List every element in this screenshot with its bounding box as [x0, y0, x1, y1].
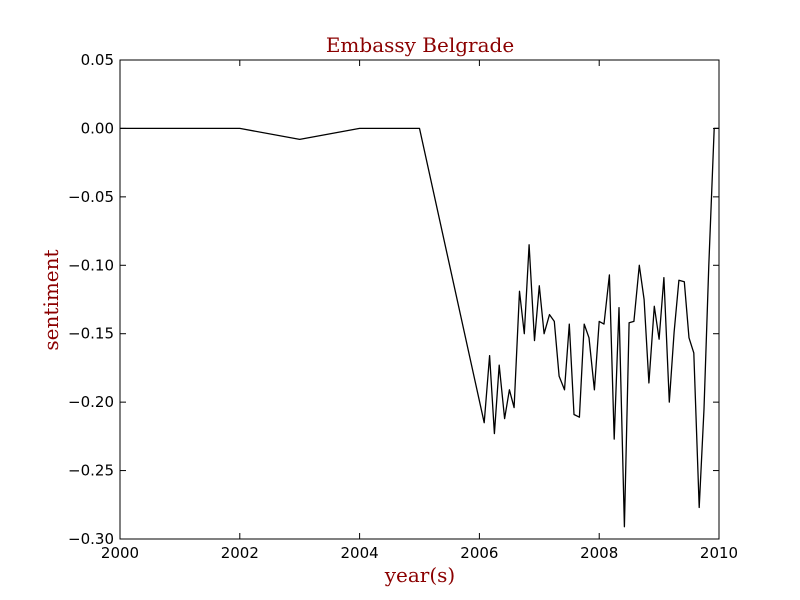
- y-tick-label: −0.25: [68, 462, 114, 480]
- y-tick-label: −0.05: [68, 188, 114, 206]
- y-tick-label: −0.30: [68, 530, 114, 548]
- x-tick-label: 2004: [341, 544, 379, 562]
- x-tick-label: 2006: [460, 544, 498, 562]
- plot-area: [120, 60, 719, 539]
- y-tick-label: −0.10: [68, 256, 114, 274]
- x-tick-label: 2002: [221, 544, 259, 562]
- y-tick-label: −0.15: [68, 325, 114, 343]
- y-tick-label: 0.05: [81, 51, 114, 69]
- sentiment-line: [120, 127, 719, 528]
- x-tick-label: 2008: [580, 544, 618, 562]
- y-axis-label: sentiment: [39, 249, 63, 350]
- x-tick-label: 2010: [700, 544, 738, 562]
- axis-tick-labels: 2000 2002 2004 2006 2008 2010 0.05 0.00 −0.05 −0.…: [68, 51, 738, 562]
- y-tick-label: −0.20: [68, 393, 114, 411]
- series-group: [120, 127, 719, 528]
- plot-frame: [119, 59, 720, 540]
- y-tick-label: 0.00: [81, 119, 114, 137]
- chart-title: Embassy Belgrade: [326, 33, 514, 57]
- x-tick-label: 2000: [101, 544, 139, 562]
- x-axis-label: year(s): [384, 563, 456, 587]
